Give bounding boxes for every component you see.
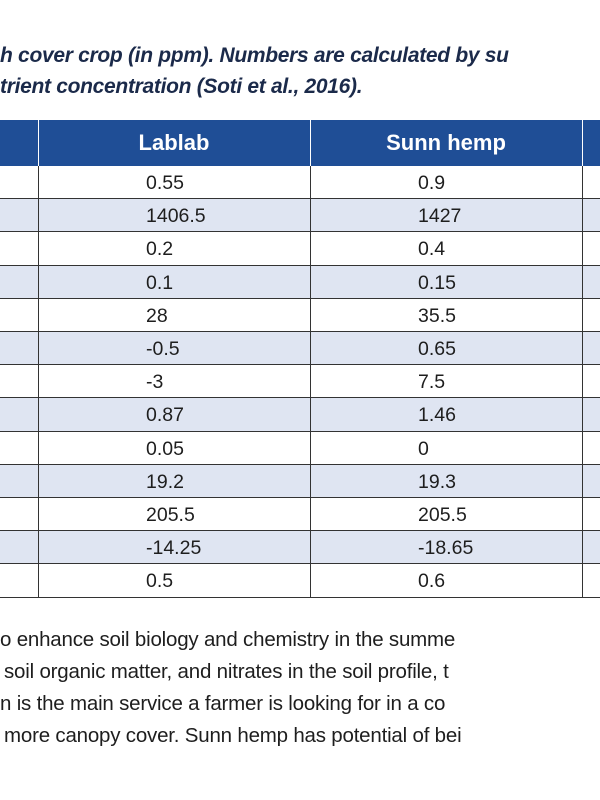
table-cell: 1406.5 (146, 205, 206, 228)
table-row (0, 365, 600, 399)
table-row (0, 531, 600, 565)
table-row (0, 199, 600, 233)
column-line (310, 166, 311, 598)
paragraph-line: soil organic matter, and nitrates in the… (4, 660, 449, 683)
table-row (0, 498, 600, 532)
table-cell: 28 (146, 304, 168, 327)
column-header: Lablab (138, 130, 210, 155)
table-cell: 0.2 (146, 238, 174, 261)
table-cell: -3 (146, 371, 164, 394)
caption-line: h cover crop (in ppm). Numbers are calcu… (0, 44, 509, 67)
table-cell: -0.5 (146, 338, 180, 360)
header-divider (582, 120, 583, 166)
table-cell: 0.65 (418, 338, 456, 360)
column-header: Sunn hemp (386, 130, 506, 155)
table-row (0, 564, 600, 598)
table-cell: 19.2 (146, 470, 184, 493)
header-row (0, 120, 600, 166)
table-row (0, 332, 600, 366)
table-cell: 0.55 (146, 172, 184, 194)
paragraph-line: o enhance soil biology and chemistry in … (0, 628, 456, 651)
table-cell: 35.5 (418, 304, 456, 327)
table-cell: -18.65 (418, 537, 474, 560)
table-row (0, 232, 600, 266)
table-row (0, 265, 600, 299)
table-row (0, 298, 600, 332)
table-cell: 205.5 (418, 504, 467, 526)
table-cell: 1.46 (418, 404, 456, 427)
table: 0.55 0.9 1406.5 1427 0.2 0.4 0.1 0.15 28 35.5 -0.5… (0, 120, 600, 600)
table-cell: 0.6 (418, 570, 446, 593)
table-cell: 0.4 (418, 238, 446, 261)
table-row (0, 431, 600, 465)
table-cell: 0.9 (418, 172, 446, 194)
column-line (38, 166, 39, 598)
table-row (0, 398, 600, 432)
header-divider (310, 120, 311, 166)
paragraph-line: n is the main service a farmer is lookin… (0, 692, 446, 715)
table-cell: 0.05 (146, 437, 184, 460)
header-divider (38, 120, 39, 166)
table-cell: 205.5 (146, 504, 195, 526)
table-cell: 0.15 (418, 271, 456, 294)
table-cell: 7.5 (418, 371, 446, 394)
table-cell: -14.25 (146, 537, 202, 560)
paragraph-line: more canopy cover. Sunn hemp has potenti… (4, 724, 462, 747)
table-cell: 0.87 (146, 404, 184, 427)
table-cell: 0 (418, 437, 429, 460)
table-cell: 1427 (418, 205, 462, 228)
table-row (0, 464, 600, 498)
table-cell: 0.1 (146, 271, 174, 294)
column-line (582, 166, 583, 598)
table-row (0, 166, 600, 200)
table-cell: 0.5 (146, 570, 174, 593)
caption-line: trient concentration (Soti et al., 2016)… (0, 75, 363, 98)
table-cell: 19.3 (418, 470, 456, 493)
